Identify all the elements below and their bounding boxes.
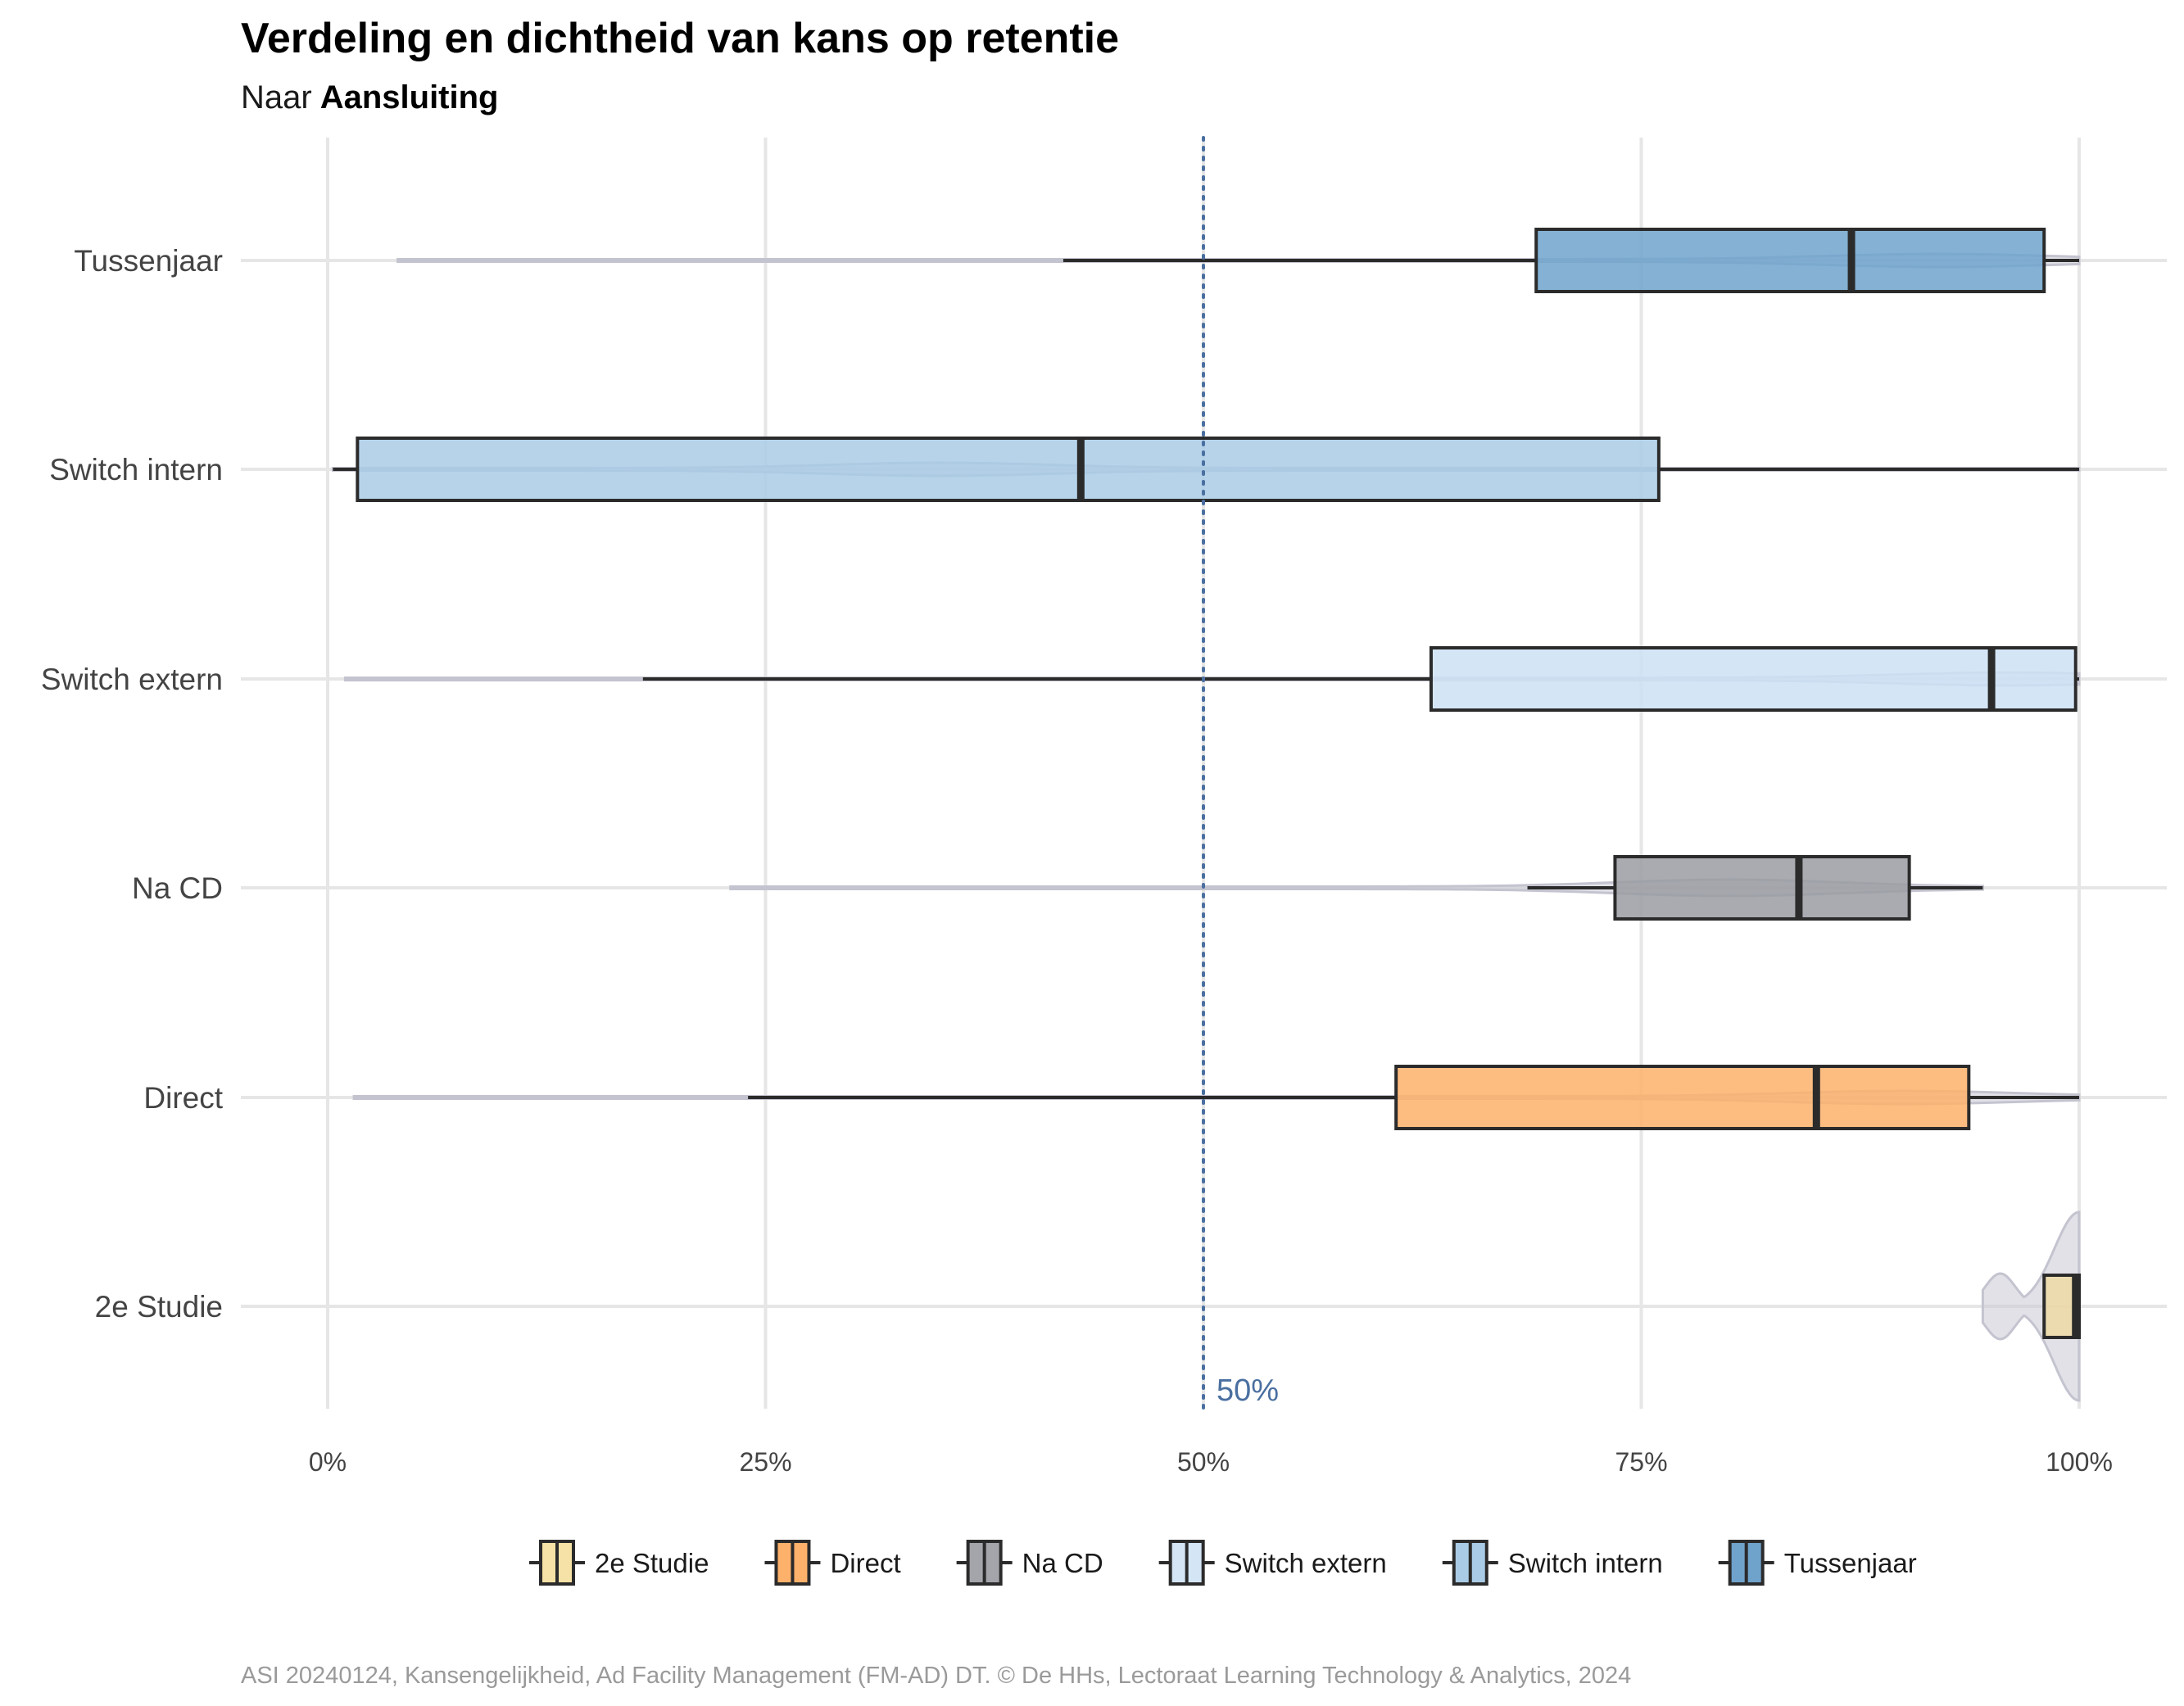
- box-switch-intern: [356, 437, 1661, 502]
- reference-line-label: 50%: [1217, 1373, 1279, 1408]
- chart-subtitle-prefix: Naar: [241, 79, 312, 115]
- legend-label-na-cd: Na CD: [1022, 1548, 1103, 1578]
- y-label-2e-studie: 2e Studie: [95, 1290, 223, 1324]
- x-tick-label-4: 100%: [2046, 1447, 2113, 1477]
- box-switch-extern: [1429, 646, 2078, 712]
- y-label-na-cd: Na CD: [132, 871, 223, 905]
- reference-line-group: 50%: [1202, 136, 1279, 1410]
- legend-label-tussenjaar: Tussenjaar: [1784, 1548, 1917, 1578]
- whiskers: [333, 259, 2079, 1099]
- y-label-direct: Direct: [143, 1081, 223, 1115]
- violin-2e-studie: [1981, 1210, 2081, 1402]
- legend-label-switch-intern: Switch intern: [1508, 1548, 1663, 1578]
- x-tick-label-1: 25%: [739, 1447, 791, 1477]
- chart-subtitle-bold: Aansluiting: [320, 79, 499, 115]
- chart-caption: ASI 20240124, Kansengelijkheid, Ad Facil…: [241, 1663, 1631, 1689]
- chart-subtitle: Naar Aansluiting: [241, 79, 498, 115]
- legend-label-switch-extern: Switch extern: [1225, 1548, 1387, 1578]
- violins: [331, 252, 2081, 1402]
- x-axis-labels: 0% 25% 50% 75% 100%: [309, 1447, 2113, 1477]
- box-na-cd: [1613, 855, 1911, 921]
- box-tussenjaar: [1534, 228, 2046, 293]
- y-label-tussenjaar: Tussenjaar: [74, 244, 223, 278]
- x-tick-label-3: 75%: [1615, 1447, 1667, 1477]
- legend-label-2e-studie: 2e Studie: [595, 1548, 709, 1578]
- legend: 2e Studie Direct Na CD Switch extern Switch …: [529, 1540, 1917, 1586]
- x-tick-label-2: 50%: [1177, 1447, 1230, 1477]
- y-label-switch-extern: Switch extern: [41, 663, 223, 696]
- chart-title: Verdeling en dichtheid van kans op reten…: [241, 15, 1119, 62]
- legend-label-direct: Direct: [830, 1548, 900, 1578]
- boxes: [356, 228, 2081, 1339]
- x-tick-label-0: 0%: [309, 1447, 347, 1477]
- y-label-switch-intern: Switch intern: [49, 453, 223, 486]
- box-direct: [1394, 1065, 1971, 1130]
- y-axis-labels: Tussenjaar Switch intern Switch extern Na C…: [41, 244, 224, 1324]
